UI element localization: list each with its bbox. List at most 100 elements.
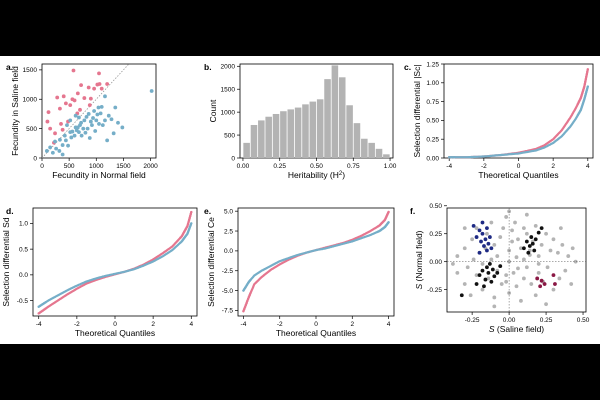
y-axis-title: Fecundity in Saline field	[10, 66, 20, 156]
histogram-bar	[287, 109, 295, 158]
qq-tail-point	[249, 292, 252, 295]
qq-tail-point	[452, 156, 456, 159]
data-point	[483, 277, 488, 282]
data-point	[529, 282, 534, 286]
data-point	[63, 101, 68, 106]
data-point	[542, 282, 547, 286]
qq-tail-point	[44, 307, 47, 310]
y-tick-label: -5.0	[222, 288, 234, 295]
qq-tail-point	[245, 301, 248, 305]
data-point	[61, 94, 66, 99]
data-point	[514, 255, 519, 260]
y-tick-label: -0.5	[17, 298, 29, 305]
data-point	[486, 276, 491, 281]
data-point	[511, 270, 516, 275]
data-point	[516, 266, 520, 271]
data-point	[468, 293, 473, 298]
x-tick-label: 2	[151, 321, 155, 328]
y-tick-label: 500	[26, 126, 37, 133]
y-tick-label: -0.25	[427, 287, 442, 294]
x-tick-label: 1.00	[384, 163, 397, 170]
y-axis-title: Selection differential Ce	[206, 217, 216, 307]
x-tick-label: 0	[113, 321, 117, 328]
data-point	[106, 113, 111, 118]
data-point	[516, 237, 520, 242]
data-point	[485, 231, 489, 236]
x-tick-label: -2	[481, 163, 487, 170]
data-point	[530, 241, 535, 246]
qq-tail-point	[585, 73, 589, 76]
data-point	[489, 257, 494, 262]
data-point	[77, 130, 81, 135]
y-tick-label: 500	[224, 132, 235, 139]
qq-tail-point	[186, 222, 190, 226]
qq-tail-point	[243, 305, 247, 309]
qq-tail-point	[585, 75, 588, 78]
y-tick-label: 1.25	[426, 61, 439, 68]
data-point	[82, 96, 87, 100]
data-point	[48, 145, 53, 150]
data-point	[79, 133, 84, 138]
qq-tail-point	[583, 96, 587, 99]
qq-series-line	[242, 210, 390, 313]
data-point	[480, 231, 485, 236]
x-tick-label: 1000	[89, 163, 104, 170]
histogram-bar	[265, 116, 272, 158]
qq-tail-point	[247, 295, 251, 299]
data-point	[539, 243, 544, 247]
data-point	[109, 117, 114, 122]
data-point	[533, 237, 538, 242]
data-point	[487, 235, 492, 239]
data-point	[88, 119, 93, 124]
data-point	[462, 226, 467, 231]
data-point	[501, 226, 506, 231]
panel-label: d.	[6, 206, 14, 216]
y-tick-label: 0.0	[224, 248, 233, 255]
y-tick-label: 0.5	[19, 246, 28, 253]
y-tick-label: 1000	[23, 97, 38, 104]
qq-tail-point	[248, 293, 251, 297]
data-point	[71, 68, 76, 73]
data-point	[556, 250, 560, 255]
data-point	[504, 215, 509, 219]
histogram-bar	[368, 142, 375, 158]
data-point	[480, 287, 485, 292]
y-tick-label: 0.00	[426, 155, 439, 162]
data-point	[58, 106, 62, 111]
data-point	[120, 125, 125, 130]
data-point	[50, 150, 55, 155]
x-axis-title: Fecundity in Normal field	[52, 170, 146, 180]
qq-tail-point	[244, 303, 247, 307]
data-point	[53, 131, 57, 136]
data-point	[103, 94, 107, 99]
qq-tail-point	[583, 85, 586, 88]
qq-tail-point	[583, 82, 587, 86]
data-point	[536, 262, 541, 266]
qq-tail-point	[242, 310, 245, 313]
data-point	[68, 103, 73, 108]
data-point	[66, 143, 70, 148]
data-point	[524, 239, 529, 244]
y-tick-label: 1500	[221, 87, 236, 94]
y-tick-label: 0.0	[19, 272, 28, 279]
data-point	[91, 116, 95, 120]
panel-label: a.	[6, 62, 13, 72]
y-tick-label: -7.5	[222, 308, 234, 315]
x-tick-label: -0.25	[465, 317, 480, 324]
data-point	[533, 293, 538, 298]
data-point	[48, 126, 53, 131]
panel-label: f.	[410, 206, 415, 216]
x-tick-label: -4	[446, 163, 452, 170]
x-tick-label: 4	[189, 321, 193, 328]
data-point	[92, 109, 97, 113]
data-point	[62, 133, 67, 138]
data-point	[486, 270, 491, 275]
data-point	[551, 273, 556, 277]
data-point	[97, 71, 101, 76]
data-point	[544, 231, 548, 236]
data-point	[560, 243, 565, 247]
data-point	[519, 246, 523, 251]
x-tick-label: 0	[517, 163, 521, 170]
plot-frame	[443, 63, 594, 159]
